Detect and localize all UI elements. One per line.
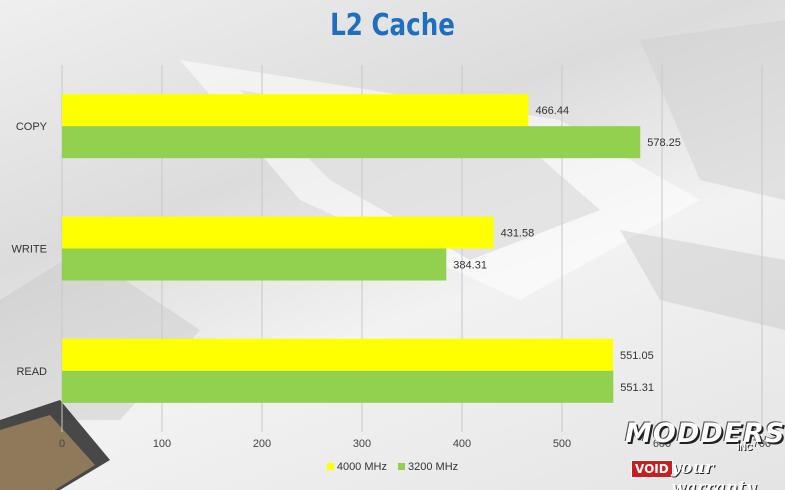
x-tick-label: 400 [453, 438, 471, 450]
bar-copy-4000mhz [62, 94, 529, 127]
data-label: 384.31 [453, 260, 487, 272]
legend-swatch-4000 [326, 463, 334, 470]
chart-title: L2 Cache [330, 8, 455, 43]
bar-read-4000mhz [62, 338, 614, 371]
bars [62, 94, 641, 403]
legend-item-3200: 3200 MHz [398, 461, 458, 473]
x-tick-label: 500 [553, 438, 571, 450]
x-tick-label: 700 [753, 438, 771, 450]
legend-label-4000: 4000 MHz [336, 461, 387, 473]
category-label: READ [16, 366, 47, 378]
x-tick-label: 0 [59, 438, 65, 450]
x-tick-label: 600 [653, 438, 671, 450]
data-label: 431.58 [501, 228, 535, 240]
category-label: COPY [16, 121, 48, 133]
data-label: 578.25 [647, 137, 681, 149]
bar-read-3200mhz [62, 370, 614, 403]
category-label: WRITE [12, 244, 47, 256]
logo-brand: MODDERS [625, 418, 785, 449]
legend-swatch-3200 [398, 463, 406, 470]
data-label: 551.31 [620, 382, 654, 394]
legend-item-4000: 4000 MHz [326, 461, 387, 473]
legend-label-3200: 3200 MHz [408, 461, 459, 473]
x-tick-label: 100 [153, 438, 171, 450]
x-tick-label: 300 [353, 438, 371, 450]
value-axis: 0 100 200 300 400 500 600 700 [59, 438, 771, 450]
bar-write-3200mhz [62, 248, 447, 281]
logo-suffix: INC [737, 442, 753, 452]
bar-write-4000mhz [62, 216, 494, 249]
logo-badge: VOID [631, 460, 673, 478]
data-label: 551.05 [620, 350, 654, 362]
x-tick-label: 200 [253, 438, 271, 450]
category-axis: COPY WRITE READ [12, 121, 48, 378]
data-labels: 466.44 578.25 431.58 384.31 551.05 551.31 [453, 105, 681, 394]
logo-tagline: your warranty [671, 458, 756, 490]
modders-inc-logo: MODDERS INC VOID your warranty [625, 418, 784, 490]
data-label: 466.44 [535, 105, 569, 117]
legend: 4000 MHz 3200 MHz [0, 461, 785, 473]
bar-copy-3200mhz [62, 126, 641, 159]
